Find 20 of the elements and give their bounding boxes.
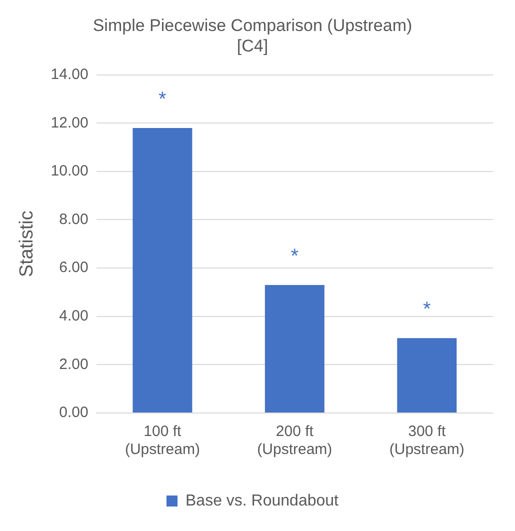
bar bbox=[397, 338, 457, 412]
annotation: * bbox=[290, 245, 299, 268]
x-tick-label: 200 ft (Upstream) bbox=[257, 423, 332, 458]
x-tick-label: 100 ft (Upstream) bbox=[124, 423, 200, 458]
bar bbox=[132, 128, 192, 412]
y-tick-label: 2.00 bbox=[59, 356, 88, 373]
y-tick-label: 10.00 bbox=[50, 162, 88, 180]
bar bbox=[264, 284, 324, 412]
y-tick-label: 14.00 bbox=[50, 66, 88, 83]
legend-label: Base vs. Roundabout bbox=[186, 492, 340, 510]
x-tick-label: 300 ft (Upstream) bbox=[389, 423, 464, 458]
chart-title: Simple Piecewise Comparison (Upstream) [C4] bbox=[92, 16, 412, 56]
annotation: * bbox=[158, 88, 167, 110]
y-tick-label: 12.00 bbox=[50, 114, 88, 132]
y-axis-title: Statistic bbox=[16, 210, 38, 278]
y-tick-label: 4.00 bbox=[59, 308, 88, 325]
annotation: * bbox=[422, 298, 431, 321]
y-tick-label: 6.00 bbox=[59, 259, 88, 276]
y-tick-label: 8.00 bbox=[59, 210, 88, 228]
y-tick-label: 0.00 bbox=[59, 404, 88, 422]
